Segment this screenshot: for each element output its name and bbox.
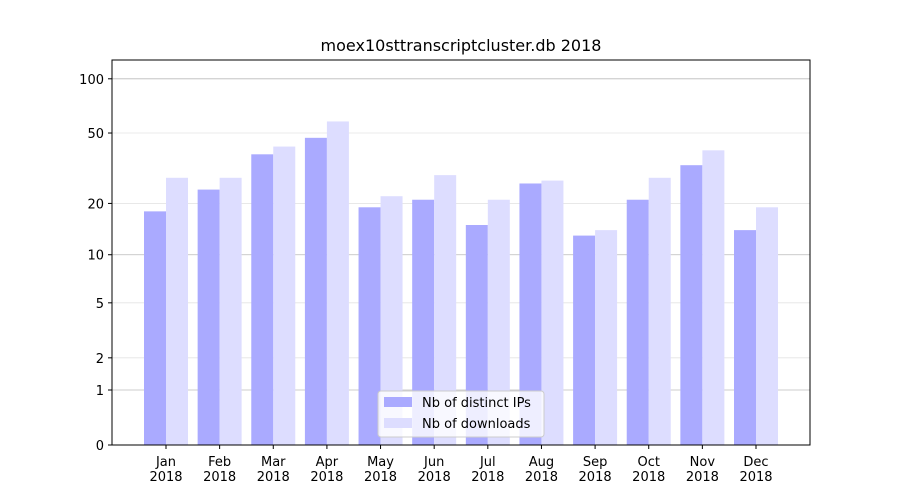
bar (734, 230, 756, 445)
bar (541, 180, 564, 446)
bar (434, 175, 457, 445)
bar (273, 146, 296, 446)
bar (487, 199, 510, 445)
y-tick-label: 2 (96, 352, 104, 367)
y-tick-label: 1 (96, 384, 104, 399)
bar (219, 177, 242, 446)
y-tick-label: 10 (87, 249, 104, 264)
bar (412, 199, 435, 445)
x-tick-label: Nov 2018 (686, 455, 719, 485)
bar (648, 177, 671, 446)
y-tick-label: 5 (96, 297, 104, 312)
legend-swatch (384, 397, 412, 407)
y-tick-label: 0 (96, 439, 104, 454)
x-tick-label: Jun 2018 (418, 455, 451, 485)
chart-title: moex10sttranscriptcluster.db 2018 (321, 36, 602, 55)
bar (144, 211, 166, 445)
bar (702, 150, 725, 445)
legend-label: Nb of downloads (422, 417, 531, 432)
x-tick-label: Oct 2018 (632, 455, 665, 485)
bar (680, 165, 703, 445)
y-tick-label: 20 (87, 197, 104, 212)
bar (304, 137, 327, 445)
bar (626, 199, 649, 445)
x-tick-label: Jan 2018 (149, 455, 182, 485)
legend-box (377, 390, 545, 438)
legend-swatch (384, 418, 412, 428)
bar (573, 235, 596, 445)
x-tick-label: May 2018 (364, 455, 397, 485)
bar (595, 230, 618, 445)
bar (519, 183, 542, 445)
x-tick-label: Apr 2018 (310, 455, 343, 485)
x-tick-label: Feb 2018 (203, 455, 236, 485)
bar (358, 207, 381, 445)
x-tick-label: Aug 2018 (525, 455, 558, 485)
bar (251, 154, 274, 446)
bar (756, 207, 778, 445)
bar (465, 225, 488, 445)
bar (380, 196, 403, 445)
x-tick-label: Sep 2018 (579, 455, 612, 485)
legend-label: Nb of distinct IPs (422, 396, 531, 411)
bar (166, 177, 188, 446)
x-tick-label: Dec 2018 (739, 455, 772, 485)
x-tick-label: Mar 2018 (257, 455, 290, 485)
y-tick-label: 50 (87, 127, 104, 142)
y-tick-label: 100 (79, 73, 104, 88)
bar (326, 121, 349, 445)
plot-frame (111, 59, 811, 446)
bar (197, 189, 220, 445)
legend: Nb of distinct IPs Nb of downloads (377, 390, 545, 438)
x-tick-label: Jul 2018 (471, 455, 504, 485)
